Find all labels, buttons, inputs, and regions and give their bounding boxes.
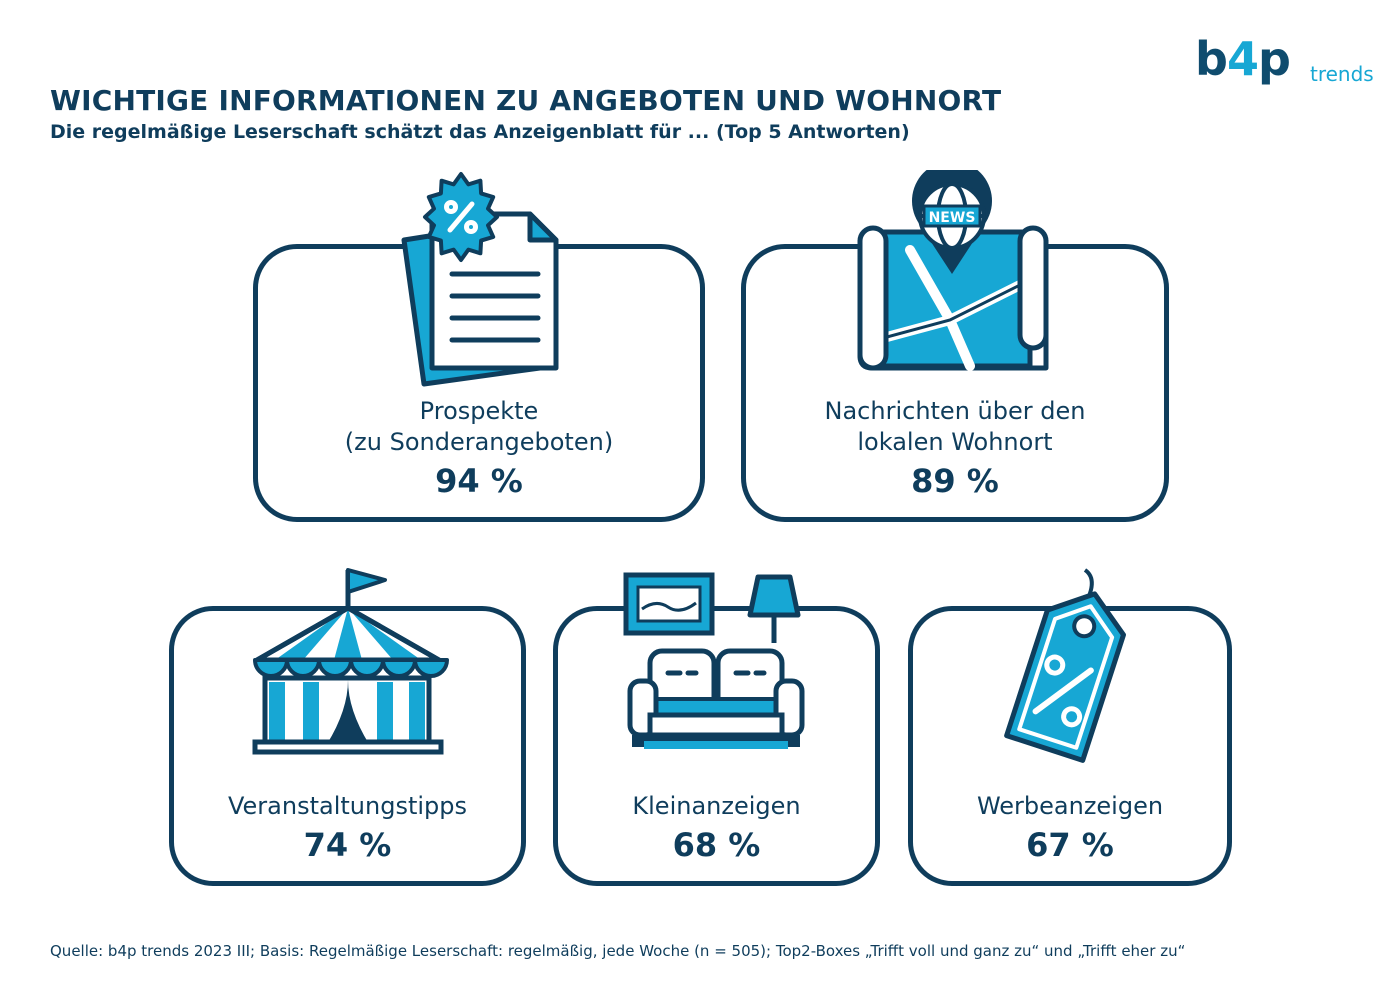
- card-value: 67 %: [1026, 826, 1114, 864]
- sofa-icon: [623, 572, 805, 749]
- card-value: 74 %: [303, 826, 392, 864]
- b4p-trends-logo: b4p trends: [1195, 32, 1375, 102]
- card-label: Prospekte (zu Sonderangeboten): [344, 397, 614, 456]
- card-value: 89 %: [911, 462, 999, 500]
- card-value: 94 %: [435, 462, 523, 500]
- brochure-icon: [401, 172, 559, 387]
- page-title: WICHTIGE INFORMATIONEN ZU ANGEBOTEN UND …: [50, 84, 1002, 117]
- card-label: Kleinanzeigen: [632, 792, 801, 820]
- card-label: Veranstaltungstipps: [227, 792, 467, 820]
- logo-subtext: trends: [1310, 62, 1374, 86]
- card-label: Werbeanzeigen: [976, 792, 1164, 820]
- circus-tent-icon: [252, 568, 449, 755]
- price-tag-icon: [1004, 568, 1126, 763]
- map-news-icon: NEWS: [857, 170, 1049, 371]
- logo-wordmark: b4p: [1195, 32, 1291, 86]
- page-subtitle: Die regelmäßige Leserschaft schätzt das …: [50, 121, 910, 143]
- news-icon-text: NEWS: [929, 210, 976, 226]
- card-label: Nachrichten über den lokalen Wohnort: [824, 397, 1086, 456]
- card-value: 68 %: [672, 826, 761, 864]
- source-note: Quelle: b4p trends 2023 III; Basis: Rege…: [50, 942, 1186, 960]
